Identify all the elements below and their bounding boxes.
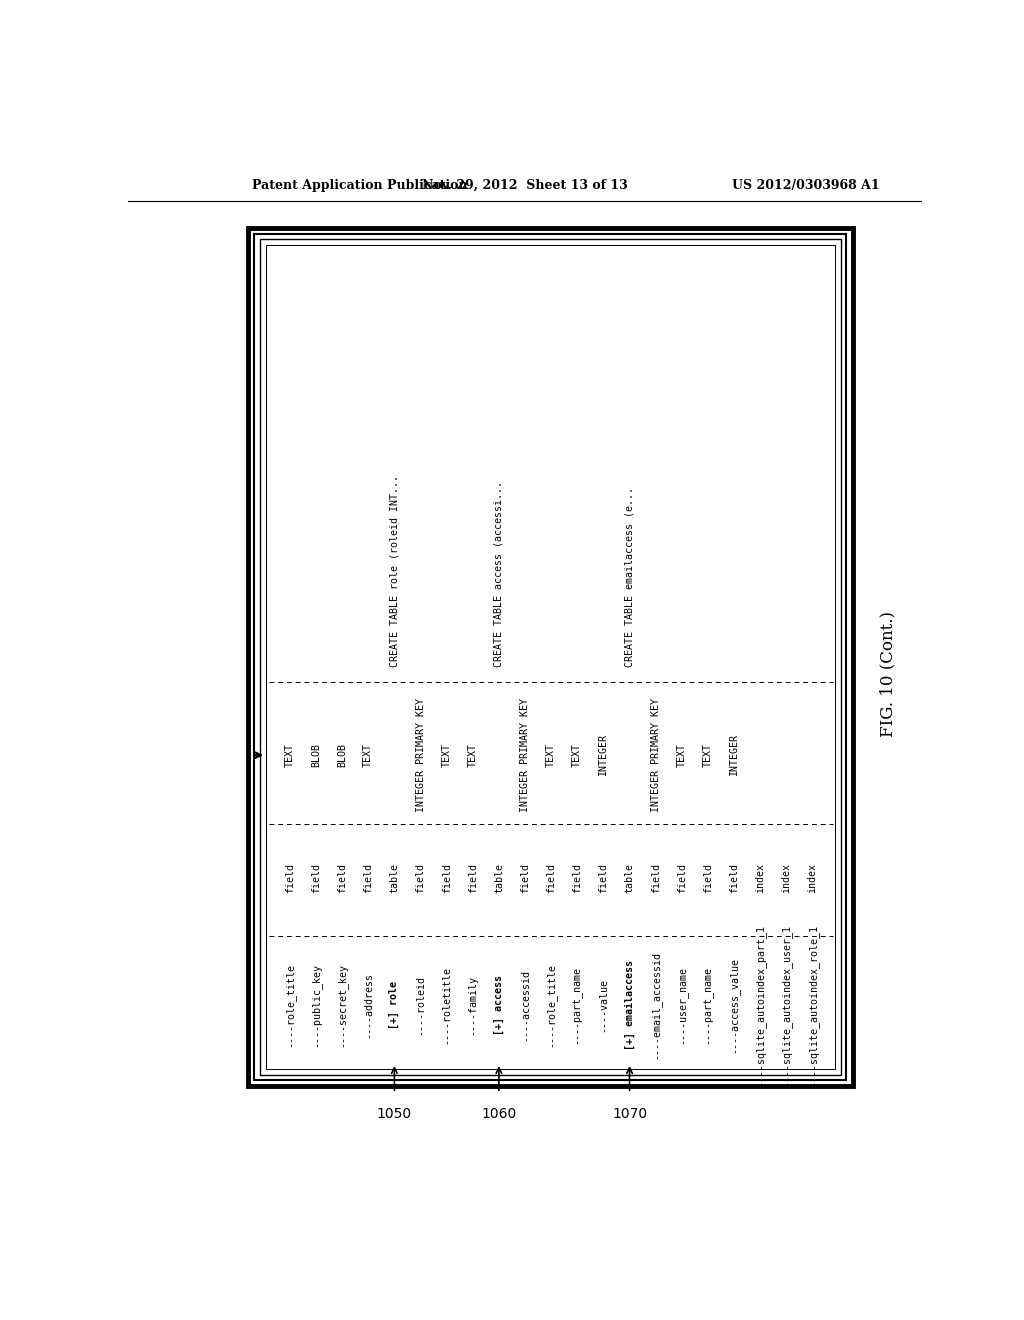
Text: table: table <box>494 863 504 894</box>
Text: field: field <box>677 863 687 894</box>
Text: INTEGER: INTEGER <box>598 734 608 776</box>
Text: BLOB: BLOB <box>311 743 321 767</box>
Text: CREATE TABLE emailaccess (e...: CREATE TABLE emailaccess (e... <box>625 487 635 667</box>
Text: [+] emailaccess: [+] emailaccess <box>625 961 635 1051</box>
Text: ----part_name: ----part_name <box>572 966 583 1044</box>
Text: [+] access: [+] access <box>494 975 504 1035</box>
Text: field: field <box>311 863 321 894</box>
Text: field: field <box>572 863 583 894</box>
Text: ----address: ----address <box>364 973 374 1039</box>
Text: ----sqlite_autoindex_user_1: ----sqlite_autoindex_user_1 <box>781 924 792 1086</box>
Text: ----email_accessid: ----email_accessid <box>650 952 662 1060</box>
Text: TEXT: TEXT <box>572 743 583 767</box>
Text: ----secret_key: ----secret_key <box>337 964 347 1047</box>
Text: field: field <box>702 863 713 894</box>
Text: CREATE TABLE role (roleid INT...: CREATE TABLE role (roleid INT... <box>389 475 399 667</box>
Text: TEXT: TEXT <box>364 743 374 767</box>
Text: ----roleid: ----roleid <box>416 975 426 1035</box>
Text: table: table <box>625 863 635 894</box>
Text: INTEGER PRIMARY KEY: INTEGER PRIMARY KEY <box>650 698 660 812</box>
Text: INTEGER PRIMARY KEY: INTEGER PRIMARY KEY <box>416 698 426 812</box>
Text: US 2012/0303968 A1: US 2012/0303968 A1 <box>732 178 880 191</box>
Bar <box>248 228 853 1086</box>
Text: index: index <box>808 863 817 894</box>
Text: Nov. 29, 2012  Sheet 13 of 13: Nov. 29, 2012 Sheet 13 of 13 <box>422 178 628 191</box>
Text: ----role_title: ----role_title <box>546 964 557 1047</box>
Text: ----access_value: ----access_value <box>729 957 739 1053</box>
Text: INTEGER: INTEGER <box>729 734 739 776</box>
Text: TEXT: TEXT <box>285 743 295 767</box>
Text: ----family: ----family <box>468 975 478 1035</box>
Text: index: index <box>781 863 792 894</box>
Text: ----role_title: ----role_title <box>285 964 295 1047</box>
Bar <box>254 234 847 1080</box>
Text: field: field <box>441 863 452 894</box>
Text: field: field <box>546 863 556 894</box>
Text: ----user_name: ----user_name <box>677 966 687 1044</box>
Text: field: field <box>520 863 530 894</box>
Text: 1050: 1050 <box>377 1107 412 1121</box>
Text: TEXT: TEXT <box>468 743 478 767</box>
Text: [+] role: [+] role <box>389 981 399 1030</box>
Text: 1070: 1070 <box>612 1107 647 1121</box>
Bar <box>260 239 841 1074</box>
Text: TEXT: TEXT <box>702 743 713 767</box>
Text: ----accessid: ----accessid <box>520 969 530 1041</box>
Text: TEXT: TEXT <box>441 743 452 767</box>
Text: ----value: ----value <box>598 978 608 1032</box>
Text: ----public_key: ----public_key <box>310 964 322 1047</box>
Text: field: field <box>337 863 347 894</box>
Text: field: field <box>650 863 660 894</box>
Text: BLOB: BLOB <box>337 743 347 767</box>
Text: ----roletitle: ----roletitle <box>441 966 452 1044</box>
Text: field: field <box>285 863 295 894</box>
Text: field: field <box>729 863 739 894</box>
Text: FIG. 10 (Cont.): FIG. 10 (Cont.) <box>879 611 896 738</box>
Text: table: table <box>389 863 399 894</box>
Text: ----sqlite_autoindex_part_1: ----sqlite_autoindex_part_1 <box>755 924 766 1086</box>
Bar <box>266 246 835 1069</box>
Text: INTEGER PRIMARY KEY: INTEGER PRIMARY KEY <box>520 698 530 812</box>
Text: ----sqlite_autoindex_role_1: ----sqlite_autoindex_role_1 <box>807 924 818 1086</box>
Text: TEXT: TEXT <box>546 743 556 767</box>
Text: field: field <box>598 863 608 894</box>
Text: TEXT: TEXT <box>677 743 687 767</box>
Text: field: field <box>364 863 374 894</box>
Text: 1060: 1060 <box>481 1107 516 1121</box>
Text: CREATE TABLE access (accessi...: CREATE TABLE access (accessi... <box>494 480 504 667</box>
Text: index: index <box>755 863 765 894</box>
Text: Patent Application Publication: Patent Application Publication <box>252 178 468 191</box>
Text: field: field <box>416 863 426 894</box>
Text: ----part_name: ----part_name <box>702 966 713 1044</box>
Text: field: field <box>468 863 478 894</box>
